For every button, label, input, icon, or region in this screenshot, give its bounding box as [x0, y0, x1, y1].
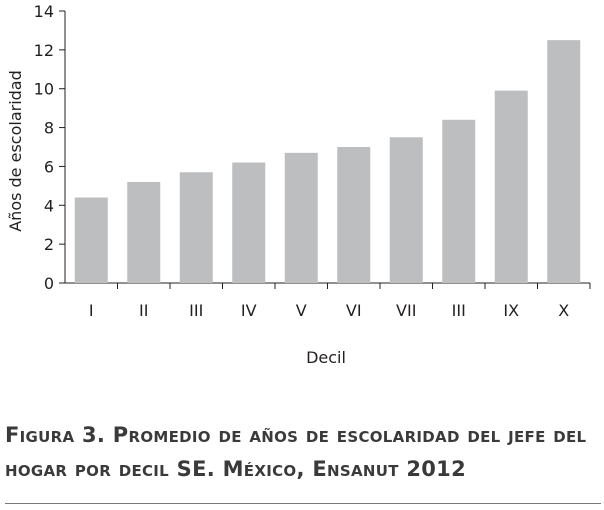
y-tick-label: 2 [44, 235, 54, 254]
y-tick-label: 6 [44, 157, 54, 176]
bar-4 [232, 162, 266, 283]
bar-8 [442, 119, 476, 283]
x-tick-label: X [558, 301, 569, 320]
bar-6 [337, 147, 371, 283]
bar-3 [179, 172, 213, 283]
x-tick-label: II [139, 301, 148, 320]
bar-1 [74, 197, 108, 283]
y-axis-ticks: 0 2 4 6 8 10 12 14 [34, 2, 65, 293]
y-tick-label: 4 [44, 196, 54, 215]
x-tick-label: VI [346, 301, 362, 320]
bar-5 [284, 152, 318, 283]
x-tick-label: III [189, 301, 203, 320]
y-axis-title: Años de escolaridad [6, 70, 25, 232]
bar-9 [494, 90, 528, 284]
x-tick-label: III [452, 301, 466, 320]
bar-2 [127, 181, 161, 283]
bars [74, 40, 581, 284]
bar-10 [547, 40, 581, 284]
x-axis-ticks: I II III IV V VI VII III IX X [89, 283, 591, 320]
x-axis-title: Decil [306, 348, 346, 367]
y-tick-label: 14 [34, 2, 54, 21]
x-tick-label: I [89, 301, 94, 320]
figure-caption: Figura 3. Promedio de años de escolarida… [5, 418, 603, 486]
y-tick-label: 0 [44, 274, 54, 293]
x-tick-label: IV [241, 301, 257, 320]
x-tick-label: V [296, 301, 307, 320]
x-tick-label: VII [396, 301, 416, 320]
y-tick-label: 8 [44, 119, 54, 138]
y-tick-label: 12 [34, 41, 54, 60]
x-tick-label: IX [503, 301, 519, 320]
y-tick-label: 10 [34, 80, 54, 99]
caption-line-1: Figura 3. Promedio de años de escolarida… [5, 423, 587, 447]
caption-line-2: hogar por decil SE. México, Ensanut 2012 [5, 457, 466, 481]
bar-7 [389, 137, 423, 283]
bottom-divider [5, 503, 601, 504]
